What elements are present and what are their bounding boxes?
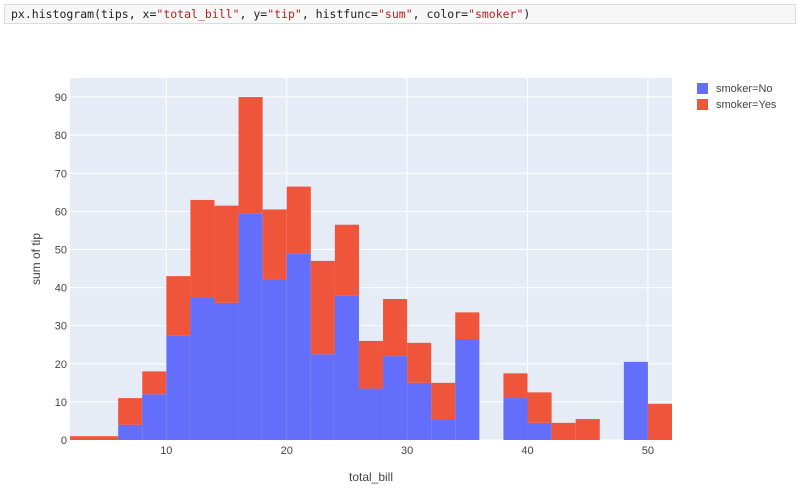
bar-smoker-no[interactable] bbox=[358, 388, 384, 440]
bar-smoker-no[interactable] bbox=[623, 361, 648, 440]
y-tick-label: 10 bbox=[55, 397, 67, 409]
code-cell[interactable]: px.histogram(tips, x="total_bill", y="ti… bbox=[4, 4, 796, 24]
x-tick-label: 40 bbox=[521, 445, 533, 457]
legend[interactable]: smoker=No smoker=Yes bbox=[697, 83, 777, 111]
y-tick-label: 90 bbox=[55, 92, 67, 104]
bar-smoker-yes[interactable] bbox=[551, 422, 576, 440]
bar-smoker-no[interactable] bbox=[310, 354, 335, 440]
x-tick-label: 30 bbox=[401, 445, 413, 457]
bar-smoker-no[interactable] bbox=[407, 382, 432, 440]
y-tick-label: 20 bbox=[55, 359, 67, 371]
bar-smoker-no[interactable] bbox=[527, 422, 552, 440]
bar-smoker-no[interactable] bbox=[286, 253, 311, 440]
bar-smoker-yes[interactable] bbox=[118, 398, 143, 425]
y-tick-label: 70 bbox=[55, 168, 67, 180]
bar-smoker-yes[interactable] bbox=[262, 209, 287, 280]
bar-smoker-no[interactable] bbox=[214, 302, 239, 440]
bar-smoker-yes[interactable] bbox=[431, 382, 456, 420]
code-line: px.histogram(tips, x="total_bill", y="ti… bbox=[11, 7, 531, 21]
bar-smoker-yes[interactable] bbox=[455, 312, 480, 340]
bars bbox=[70, 97, 672, 440]
bar-smoker-no[interactable] bbox=[334, 295, 359, 440]
bar-smoker-yes[interactable] bbox=[238, 97, 263, 214]
bar-smoker-no[interactable] bbox=[383, 356, 408, 440]
bar-smoker-no[interactable] bbox=[190, 297, 215, 440]
legend-swatch-no[interactable] bbox=[697, 83, 708, 94]
y-tick-label: 0 bbox=[61, 435, 67, 447]
bar-smoker-yes[interactable] bbox=[383, 299, 408, 357]
legend-swatch-yes[interactable] bbox=[697, 99, 708, 110]
y-axis-title: sum of tip bbox=[29, 233, 43, 285]
bar-smoker-no[interactable] bbox=[455, 339, 480, 440]
bar-smoker-yes[interactable] bbox=[527, 392, 552, 423]
x-axis-title: total_bill bbox=[349, 470, 393, 484]
bar-smoker-no[interactable] bbox=[238, 213, 263, 440]
bar-smoker-yes[interactable] bbox=[358, 340, 384, 389]
bar-smoker-no[interactable] bbox=[503, 398, 528, 440]
bar-smoker-yes[interactable] bbox=[575, 419, 600, 440]
bar-smoker-no[interactable] bbox=[431, 419, 456, 440]
bar-smoker-yes[interactable] bbox=[214, 205, 239, 303]
bar-smoker-yes[interactable] bbox=[94, 436, 119, 440]
x-tick-labels: 10 20 30 40 50 bbox=[160, 445, 654, 457]
bar-smoker-yes[interactable] bbox=[70, 436, 95, 440]
bar-smoker-no[interactable] bbox=[166, 335, 191, 440]
bar-smoker-no[interactable] bbox=[262, 279, 287, 440]
bar-smoker-no[interactable] bbox=[118, 424, 143, 440]
bar-smoker-yes[interactable] bbox=[334, 224, 359, 296]
y-tick-label: 50 bbox=[55, 244, 67, 256]
bar-smoker-yes[interactable] bbox=[647, 403, 672, 440]
y-tick-label: 80 bbox=[55, 130, 67, 142]
bar-smoker-yes[interactable] bbox=[166, 276, 191, 336]
bar-smoker-yes[interactable] bbox=[310, 260, 335, 355]
y-tick-label: 60 bbox=[55, 206, 67, 218]
legend-label-no[interactable]: smoker=No bbox=[716, 83, 773, 95]
y-tick-label: 30 bbox=[55, 321, 67, 333]
x-tick-label: 10 bbox=[160, 445, 172, 457]
bar-smoker-yes[interactable] bbox=[407, 342, 432, 383]
bar-smoker-no[interactable] bbox=[142, 394, 167, 440]
bar-smoker-yes[interactable] bbox=[286, 186, 311, 254]
y-tick-labels: 0 10 20 30 40 50 60 70 80 90 bbox=[55, 92, 67, 447]
x-tick-label: 50 bbox=[642, 445, 654, 457]
bar-smoker-yes[interactable] bbox=[503, 373, 528, 399]
bar-smoker-yes[interactable] bbox=[190, 199, 215, 298]
y-tick-label: 40 bbox=[55, 283, 67, 295]
x-tick-label: 20 bbox=[281, 445, 293, 457]
legend-label-yes[interactable]: smoker=Yes bbox=[716, 99, 777, 111]
bar-smoker-yes[interactable] bbox=[142, 371, 167, 395]
